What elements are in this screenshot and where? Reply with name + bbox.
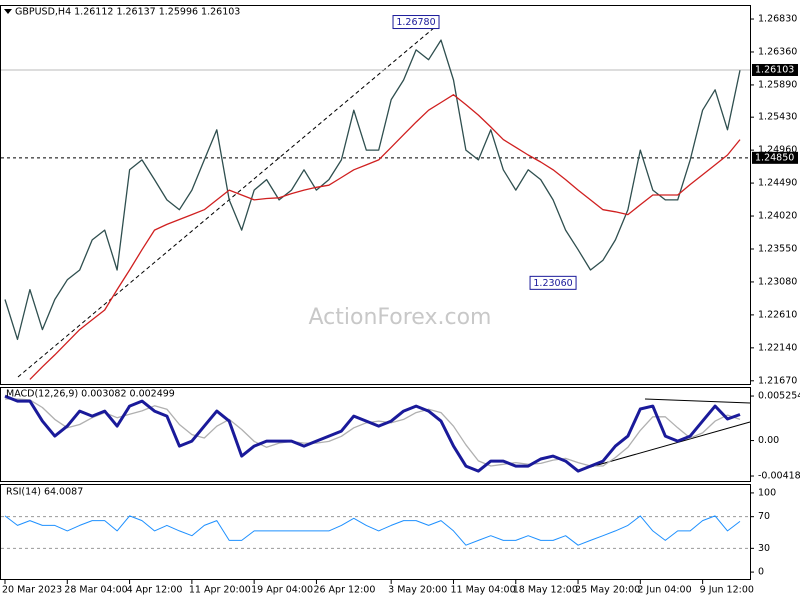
y-tick-label: 1.24490 bbox=[758, 178, 797, 189]
annotation-label: 1.23060 bbox=[533, 278, 572, 289]
y-tick-label: 1.21670 bbox=[758, 375, 797, 386]
x-tick-label: 2 Jun 04:00 bbox=[637, 585, 691, 596]
y-tick-label: 1.24960 bbox=[758, 145, 797, 156]
level-label: 1.24850 bbox=[755, 152, 794, 163]
y-tick-label: 1.23550 bbox=[758, 243, 797, 254]
rsi-panel bbox=[0, 484, 751, 580]
series-line bbox=[29, 94, 741, 380]
level-label-box bbox=[752, 63, 798, 76]
series-line bbox=[5, 398, 741, 467]
menu-icon bbox=[4, 9, 12, 14]
price-panel bbox=[0, 5, 751, 385]
y-tick-label: 30 bbox=[758, 543, 770, 554]
y-tick-label: 70 bbox=[758, 511, 770, 522]
watermark: ActionForex.com bbox=[309, 305, 492, 330]
x-tick-label: 3 May 20:00 bbox=[388, 585, 447, 596]
annotation-label: 1.26780 bbox=[396, 17, 435, 28]
series-line bbox=[4, 515, 741, 546]
panel-title: RSI(14) 64.0087 bbox=[6, 487, 83, 498]
x-tick-label: 18 May 12:00 bbox=[513, 585, 578, 596]
panel-title: MACD(12,26,9) 0.003082 0.002499 bbox=[6, 389, 175, 400]
y-tick-label: 1.23080 bbox=[758, 276, 797, 287]
level-label-box bbox=[752, 151, 798, 164]
y-tick-label: 0.00 bbox=[758, 435, 779, 446]
y-tick-label: 0 bbox=[758, 567, 764, 578]
x-tick-label: 11 Apr 20:00 bbox=[189, 585, 251, 596]
y-tick-label: 0.005254 bbox=[758, 391, 800, 402]
x-tick-label: 4 Apr 12:00 bbox=[127, 585, 183, 596]
y-tick-label: 1.26830 bbox=[758, 14, 797, 25]
y-tick-label: 1.25430 bbox=[758, 112, 797, 123]
x-tick-label: 9 Jun 12:00 bbox=[700, 585, 754, 596]
annotation-box bbox=[392, 15, 440, 30]
y-tick-label: 1.26360 bbox=[758, 46, 797, 57]
series-line bbox=[4, 39, 741, 341]
y-tick-label: 1.25890 bbox=[758, 79, 797, 90]
x-tick-label: 19 Apr 04:00 bbox=[251, 585, 313, 596]
panel-title: GBPUSD,H4 1.26112 1.26137 1.25996 1.2610… bbox=[15, 7, 240, 18]
series-line bbox=[4, 394, 741, 473]
y-tick-label: -0.004185 bbox=[758, 471, 800, 482]
x-tick-label: 25 May 20:00 bbox=[575, 585, 640, 596]
macd-panel bbox=[0, 387, 751, 482]
y-tick-label: 100 bbox=[758, 487, 776, 498]
x-tick-label: 11 May 04:00 bbox=[450, 585, 515, 596]
x-tick-label: 28 Mar 04:00 bbox=[64, 585, 127, 596]
y-tick-label: 1.22610 bbox=[758, 309, 797, 320]
y-tick-label: 1.24020 bbox=[758, 211, 797, 222]
level-label: 1.26103 bbox=[755, 64, 794, 75]
macd-trend-line bbox=[644, 398, 751, 404]
x-tick-label: 26 Apr 12:00 bbox=[313, 585, 375, 596]
x-tick-label: 20 Mar 2023 bbox=[2, 585, 62, 596]
y-tick-label: 1.22140 bbox=[758, 342, 797, 353]
annotation-box bbox=[529, 275, 577, 290]
